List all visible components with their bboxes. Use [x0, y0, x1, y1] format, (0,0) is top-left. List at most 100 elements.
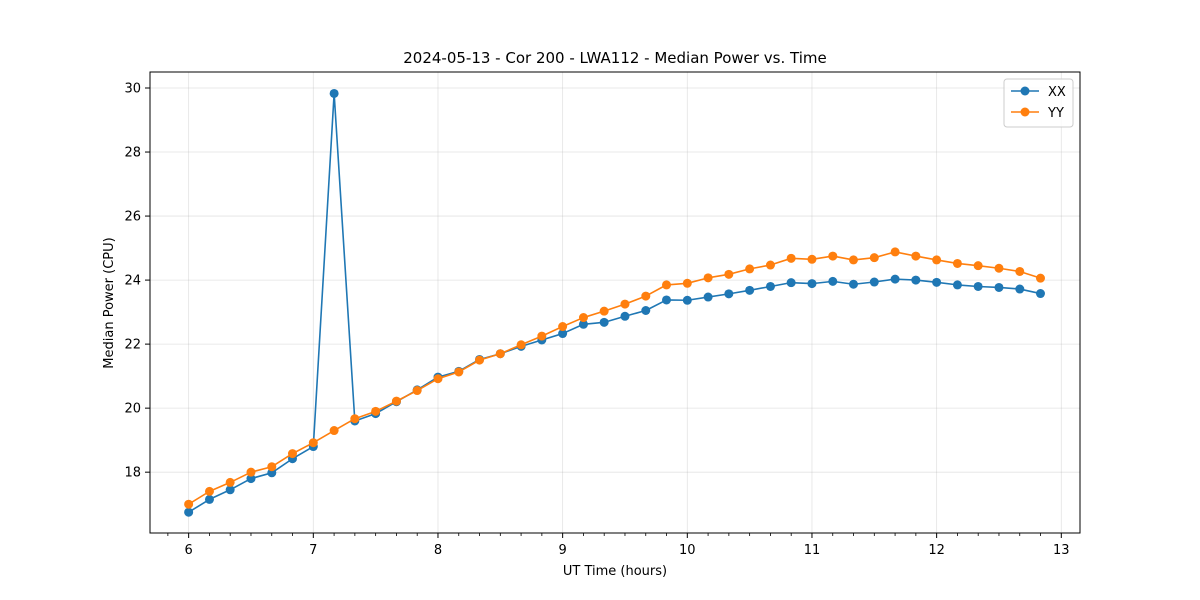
- data-point-yy: [474, 355, 484, 365]
- data-point-xx: [807, 279, 817, 289]
- data-point-yy: [911, 251, 921, 261]
- data-point-xx: [620, 311, 630, 321]
- data-point-yy: [1015, 266, 1025, 276]
- y-tick-label: 20: [124, 402, 141, 417]
- data-point-xx: [828, 276, 838, 286]
- y-tick-label: 22: [124, 338, 141, 353]
- y-tick-label: 24: [124, 274, 141, 289]
- data-point-yy: [786, 253, 796, 263]
- data-point-yy: [433, 374, 443, 384]
- data-point-yy: [350, 414, 360, 424]
- data-point-xx: [973, 281, 983, 291]
- data-point-xx: [994, 282, 1004, 292]
- data-point-yy: [287, 449, 297, 459]
- data-point-yy: [973, 261, 983, 271]
- data-point-xx: [703, 292, 713, 302]
- grid: [150, 72, 1080, 533]
- data-point-yy: [994, 263, 1004, 273]
- data-point-yy: [952, 258, 962, 268]
- data-point-yy: [391, 396, 401, 406]
- data-point-yy: [807, 254, 817, 264]
- x-tick-label: 13: [1053, 543, 1070, 558]
- data-point-yy: [329, 426, 339, 436]
- data-point-xx: [599, 317, 609, 327]
- chart-title: 2024-05-13 - Cor 200 - LWA112 - Median P…: [403, 49, 827, 67]
- data-point-xx: [661, 295, 671, 305]
- y-axis-label: Median Power (CPU): [102, 237, 117, 368]
- y-tick-label: 30: [124, 82, 141, 97]
- legend-label-yy: YY: [1047, 106, 1064, 121]
- y-tick-label: 26: [124, 210, 141, 225]
- legend-marker-yy: [1020, 107, 1030, 117]
- data-point-yy: [371, 406, 381, 416]
- plot-frame: [149, 71, 1081, 534]
- data-point-xx: [848, 279, 858, 289]
- data-point-yy: [267, 462, 277, 472]
- data-point-xx: [869, 277, 879, 287]
- legend: XX YY: [1003, 78, 1074, 128]
- data-point-yy: [558, 322, 568, 332]
- data-point-yy: [516, 340, 526, 350]
- data-point-xx: [1035, 289, 1045, 299]
- x-axis: 6 7 8 9 10 11 12 13: [167, 533, 1070, 558]
- x-tick-label: 10: [679, 543, 696, 558]
- series-layer: [184, 88, 1045, 517]
- data-point-yy: [599, 306, 609, 316]
- data-point-xx: [765, 281, 775, 291]
- x-tick-label: 6: [185, 543, 193, 558]
- data-point-yy: [495, 349, 505, 359]
- legend-label-xx: XX: [1048, 85, 1066, 100]
- data-point-xx: [329, 88, 339, 98]
- data-point-yy: [703, 273, 713, 283]
- data-point-xx: [184, 507, 194, 517]
- data-point-yy: [454, 367, 464, 377]
- x-axis-label: UT Time (hours): [563, 564, 667, 579]
- data-point-yy: [661, 280, 671, 290]
- data-point-xx: [724, 289, 734, 299]
- data-point-yy: [682, 278, 692, 288]
- data-point-yy: [765, 260, 775, 270]
- x-tick-label: 12: [928, 543, 945, 558]
- x-tick-label: 7: [309, 543, 317, 558]
- data-point-xx: [558, 329, 568, 339]
- data-point-yy: [890, 247, 900, 257]
- data-point-yy: [620, 299, 630, 309]
- legend-marker-xx: [1020, 86, 1030, 96]
- data-point-yy: [204, 486, 214, 496]
- data-point-yy: [225, 477, 235, 487]
- data-point-yy: [724, 269, 734, 279]
- data-point-xx: [1015, 284, 1025, 294]
- data-point-xx: [641, 306, 651, 315]
- data-point-yy: [869, 253, 879, 263]
- data-point-yy: [745, 264, 755, 274]
- data-point-yy: [828, 251, 838, 261]
- data-point-yy: [932, 255, 942, 265]
- data-point-xx: [745, 285, 755, 295]
- data-point-xx: [204, 494, 214, 504]
- data-point-yy: [537, 331, 547, 341]
- data-point-xx: [246, 474, 256, 484]
- data-point-xx: [786, 278, 796, 288]
- data-point-xx: [932, 277, 942, 287]
- x-tick-label: 9: [559, 543, 567, 558]
- data-point-yy: [641, 291, 651, 301]
- data-point-yy: [184, 499, 194, 509]
- x-tick-label: 11: [804, 543, 821, 558]
- data-point-yy: [308, 438, 318, 448]
- data-point-yy: [848, 255, 858, 265]
- data-point-xx: [952, 280, 962, 290]
- data-point-yy: [1035, 273, 1045, 283]
- data-point-xx: [890, 274, 900, 284]
- y-tick-label: 18: [124, 466, 141, 481]
- data-point-xx: [682, 295, 692, 305]
- y-axis: 18 20 22 24 26 28 30: [124, 82, 150, 481]
- data-point-yy: [412, 386, 422, 396]
- data-point-xx: [578, 319, 588, 329]
- data-point-yy: [246, 467, 256, 477]
- data-point-xx: [911, 275, 921, 285]
- x-tick-label: 8: [434, 543, 442, 558]
- series-yy: [184, 247, 1045, 509]
- data-point-yy: [578, 313, 588, 323]
